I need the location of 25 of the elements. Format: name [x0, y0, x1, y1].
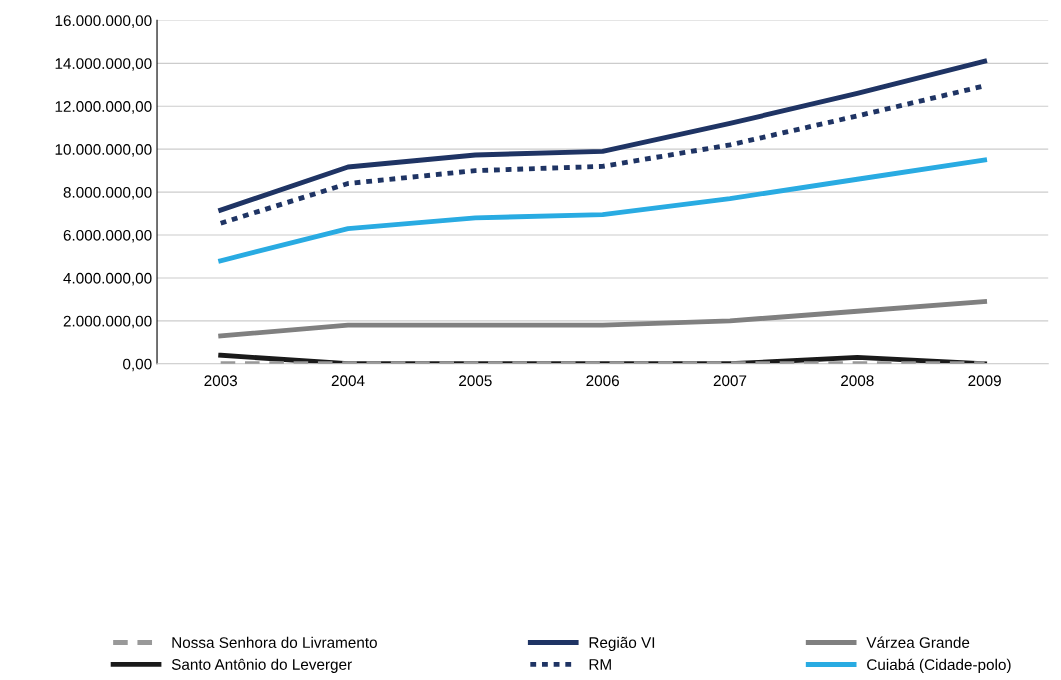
line-series — [218, 58, 988, 213]
x-tick-label: 2006 — [586, 375, 619, 387]
y-tick-label: 2.000.000,00 — [63, 315, 152, 329]
x-tick-label: 2008 — [841, 375, 874, 387]
y-tick-label: 12.000.000,00 — [55, 101, 152, 114]
x-tick-label: 2005 — [459, 375, 492, 387]
legend-label: Santo Antônio do Leverger — [171, 658, 352, 673]
x-tick-label: 2004 — [331, 375, 365, 387]
y-tick-label: 14.000.000,00 — [55, 58, 152, 71]
y-tick-label: 6.000.000,00 — [63, 229, 152, 243]
x-tick-label: 2003 — [204, 375, 238, 387]
legend-label: RM — [589, 659, 611, 670]
legend-label: Várzea Grande — [866, 636, 970, 648]
legend-label: Cuiabá (Cidade-polo) — [867, 658, 1011, 674]
x-tick-label: 2007 — [713, 375, 747, 387]
y-tick-label: 0,00 — [123, 358, 152, 372]
legend-label: Nossa Senhora do Livramento — [172, 636, 377, 648]
x-tick-label: 2009 — [968, 375, 1001, 387]
line-series — [218, 299, 988, 339]
legend-label: Região VI — [589, 636, 655, 651]
y-tick-label: 4.000.000,00 — [63, 272, 152, 286]
y-tick-label: 8.000.000,00 — [63, 186, 152, 200]
line-series — [218, 157, 988, 264]
y-tick-label: 10.000.000,00 — [55, 144, 152, 157]
y-tick-label: 16.000.000,00 — [55, 15, 152, 28]
